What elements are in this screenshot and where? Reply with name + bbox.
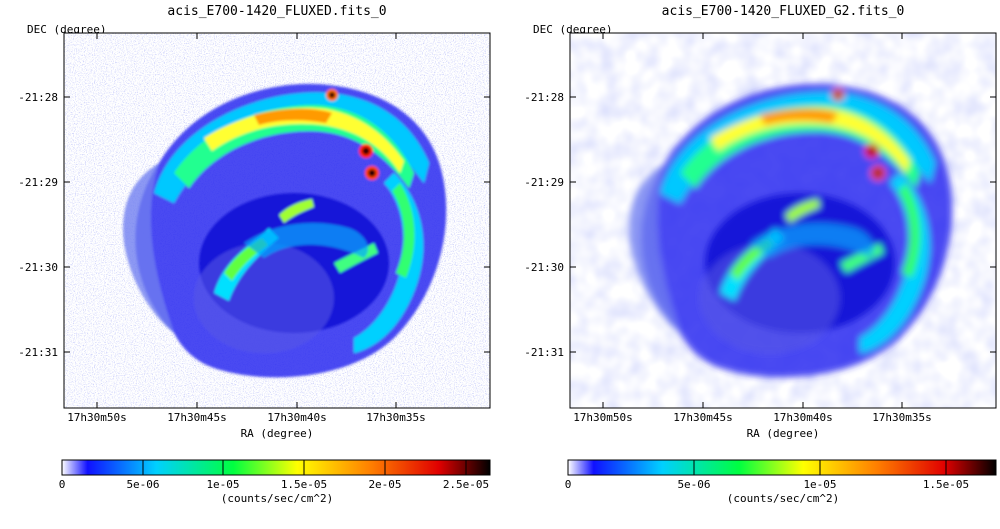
panel-left-xlabel: RA (degree) xyxy=(241,427,314,440)
panel-left-colorbar-tick: 2e-05 xyxy=(368,478,401,491)
panel-right-xtick-label: 17h30m45s xyxy=(673,411,733,424)
panel-left-colorbar-tick: 0 xyxy=(59,478,66,491)
panel-right-image[interactable] xyxy=(570,33,996,408)
panel-right-xtick-label: 17h30m50s xyxy=(573,411,633,424)
panel-right-colorbar-tick: 0 xyxy=(565,478,572,491)
panel-right-colorbar[interactable] xyxy=(567,459,997,476)
panel-left-ytick-label: -21:30 xyxy=(18,261,58,274)
panel-left-colorbar[interactable] xyxy=(61,459,491,476)
panel-left-xtick-label: 17h30m40s xyxy=(267,411,327,424)
panel-left-xtick-label: 17h30m35s xyxy=(366,411,426,424)
panel-right-xtick-label: 17h30m35s xyxy=(872,411,932,424)
panel-right-ytick-label: -21:31 xyxy=(524,346,564,359)
panel-right-xtick-label: 17h30m40s xyxy=(773,411,833,424)
panel-left-frame xyxy=(63,32,491,409)
panel-right-colorbar-tick: 5e-06 xyxy=(677,478,710,491)
panel-left-ytick-label: -21:28 xyxy=(18,91,58,104)
panel-left-colorbar-tick: 2.5e-05 xyxy=(443,478,489,491)
panel-left-colorbar-unit: (counts/sec/cm^2) xyxy=(221,492,334,505)
panel-right-frame xyxy=(569,32,997,409)
panel-right-xlabel: RA (degree) xyxy=(747,427,820,440)
panel-left-ytick-label: -21:29 xyxy=(18,176,58,189)
panel-right-colorbar-unit: (counts/sec/cm^2) xyxy=(727,492,840,505)
panel-left: acis_E700-1420_FLUXED.fits_0 DEC (degree… xyxy=(18,4,491,505)
panel-right-ytick-label: -21:28 xyxy=(524,91,564,104)
panel-left-ytick-label: -21:31 xyxy=(18,346,58,359)
panel-right-ytick-label: -21:29 xyxy=(524,176,564,189)
panel-left-xtick-label: 17h30m50s xyxy=(67,411,127,424)
panel-right-ytick-label: -21:30 xyxy=(524,261,564,274)
panel-right-colorbar-tick: 1.5e-05 xyxy=(923,478,969,491)
panel-right: acis_E700-1420_FLUXED_G2.fits_0 DEC (deg… xyxy=(524,4,997,505)
panel-left-colorbar-tick: 5e-06 xyxy=(126,478,159,491)
panel-right-yticks xyxy=(570,96,996,353)
panel-right-colorbar-tick: 1e-05 xyxy=(803,478,836,491)
panel-left-image[interactable] xyxy=(64,33,490,408)
panel-left-colorbar-tick: 1.5e-05 xyxy=(281,478,327,491)
panel-left-xtick-label: 17h30m45s xyxy=(167,411,227,424)
panel-right-title: acis_E700-1420_FLUXED_G2.fits_0 xyxy=(662,4,905,19)
panel-right-xticks xyxy=(602,33,903,408)
panel-left-yticks xyxy=(64,96,490,353)
panel-left-colorbar-tick: 1e-05 xyxy=(206,478,239,491)
panel-left-xticks xyxy=(96,33,397,408)
panel-left-title: acis_E700-1420_FLUXED.fits_0 xyxy=(167,4,386,19)
